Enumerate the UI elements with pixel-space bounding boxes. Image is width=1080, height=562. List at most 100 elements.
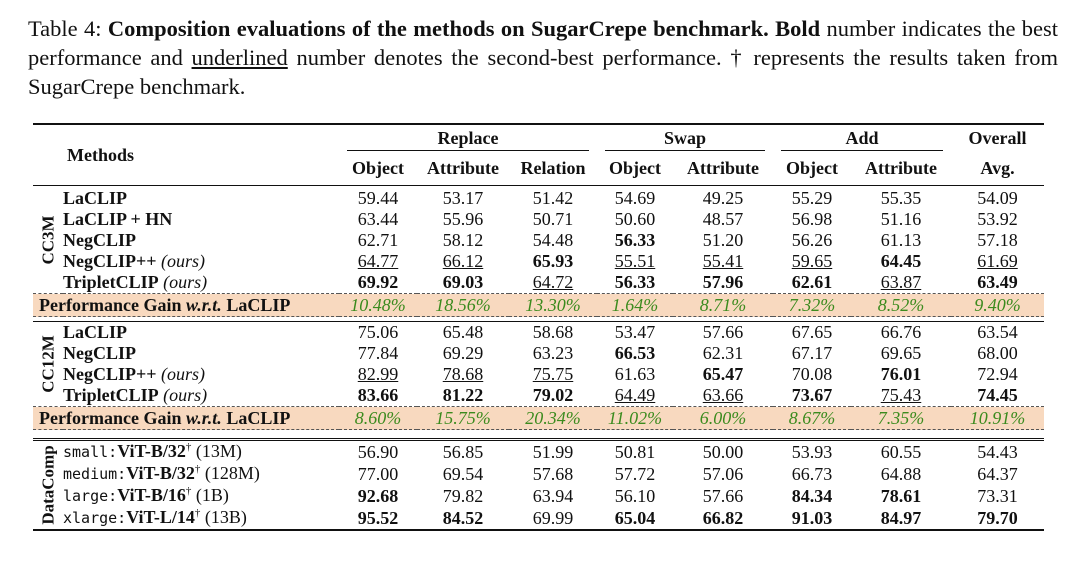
table-row: NegCLIP++ (ours) 64.77 66.12 65.93 55.51 55.4… — [33, 251, 1044, 272]
value-cell: 69.99 — [509, 507, 597, 531]
value-cell: 50.81 — [614, 441, 656, 462]
gain-value: 1.64% — [597, 293, 673, 317]
value-cell: 59.65 — [791, 251, 833, 271]
value-cell: 73.31 — [977, 485, 1018, 506]
group-label-cell: CC3M — [33, 186, 63, 294]
gain-value: 8.71% — [673, 293, 773, 317]
gain-value: 8.67% — [773, 406, 851, 430]
value-cell: 66.53 — [614, 343, 656, 363]
value-cell: 78.61 — [880, 485, 922, 506]
value-cell: 53.17 — [442, 188, 484, 208]
value-cell: 49.25 — [702, 188, 744, 208]
method-label: LaCLIP — [63, 322, 128, 342]
method-name: NegCLIP — [63, 343, 339, 364]
method-label: TripletCLIP — [63, 385, 159, 405]
model-scale: xlarge: — [63, 509, 127, 527]
method-name: NegCLIP++ (ours) — [63, 364, 339, 385]
table-row: TripletCLIP (ours) 69.92 69.03 64.72 56.33 57… — [33, 272, 1044, 294]
value-cell: 62.61 — [791, 272, 833, 292]
gain-value: 10.48% — [339, 293, 417, 317]
method-name: LaCLIP — [63, 186, 339, 210]
value-cell: 57.96 — [702, 272, 744, 292]
value-cell: 75.06 — [357, 322, 399, 342]
value-cell: 63.94 — [532, 485, 574, 506]
performance-gain-row: Performance Gain w.r.t. LaCLIP 10.48% 18.5… — [33, 293, 1044, 317]
value-cell: 72.94 — [977, 364, 1018, 384]
group-label: DataComp — [38, 445, 58, 525]
method-name: small:ViT-B/32† (13M) — [63, 440, 339, 464]
caption-text-2: number denotes the second-best performan… — [28, 45, 1058, 99]
value-cell: 56.26 — [791, 230, 833, 250]
value-cell: 64.45 — [880, 251, 922, 271]
header-row-groups: Methods Replace Swap Add Overall — [33, 123, 1044, 186]
value-cell: 63.49 — [977, 272, 1018, 292]
performance-gain-row: Performance Gain w.r.t. LaCLIP 8.60% 15.75… — [33, 406, 1044, 430]
value-cell: 64.72 — [532, 272, 574, 292]
method-label: NegCLIP++ — [63, 364, 157, 384]
data-size: (13B) — [200, 507, 247, 527]
subheader-overall-avg: Avg. — [951, 151, 1044, 186]
method-name: LaCLIP + HN — [63, 209, 339, 230]
gain-value: 8.52% — [851, 293, 951, 317]
gain-value: 10.91% — [951, 406, 1044, 430]
value-cell: 67.65 — [791, 322, 833, 342]
method-name: medium:ViT-B/32† (128M) — [63, 463, 339, 485]
subheader-swap-object: Object — [597, 151, 673, 186]
model-name: ViT-B/32 — [126, 463, 195, 483]
table-row: CC12M LaCLIP 75.06 65.48 58.68 53.47 57.66 67.6… — [33, 322, 1044, 393]
ours-note: (ours) — [158, 272, 208, 292]
value-cell: 50.00 — [702, 441, 744, 462]
value-cell: 65.04 — [597, 507, 673, 531]
gain-label-text: Performance Gain — [39, 407, 186, 428]
value-cell: 53.93 — [791, 441, 833, 462]
swap-header: Swap — [605, 126, 765, 151]
value-cell: 56.98 — [791, 209, 833, 229]
method-label: NegCLIP — [63, 230, 136, 250]
value-cell: 61.69 — [977, 251, 1018, 271]
overall-header: Overall — [968, 128, 1027, 148]
method-name: xlarge:ViT-L/14† (13B) — [63, 507, 339, 531]
replace-header: Replace — [347, 126, 589, 151]
value-cell: 66.73 — [791, 463, 833, 484]
table-row: xlarge:ViT-L/14† (13B) 95.52 84.52 69.99 65.… — [33, 507, 1044, 531]
value-cell: 63.23 — [532, 343, 574, 363]
table-row: NegCLIP 62.71 58.12 54.48 56.33 51.20 56.26 61.… — [33, 230, 1044, 251]
value-cell: 51.20 — [702, 230, 744, 250]
value-cell: 65.48 — [442, 322, 484, 342]
value-cell: 56.10 — [614, 485, 656, 506]
value-cell: 69.92 — [357, 272, 399, 292]
value-cell: 92.68 — [357, 485, 399, 506]
value-cell: 58.12 — [442, 230, 484, 250]
caption-label: Table 4: — [28, 16, 102, 41]
value-cell: 84.97 — [851, 507, 951, 531]
method-label: LaCLIP — [63, 188, 128, 208]
method-name: TripletCLIP (ours) — [63, 272, 339, 294]
value-cell: 79.82 — [442, 485, 484, 506]
value-cell: 66.82 — [673, 507, 773, 531]
caption-text-1: number indicates the best performance an… — [28, 16, 1059, 70]
gain-label: Performance Gain w.r.t. LaCLIP — [33, 406, 339, 430]
results-table: Methods Replace Swap Add Overall Object … — [33, 123, 1044, 531]
method-label: TripletCLIP — [63, 272, 159, 292]
gain-value: 18.56% — [417, 293, 509, 317]
value-cell: 69.03 — [442, 272, 484, 292]
caption-bold-word: Bold — [775, 16, 821, 41]
subheader-replace-object: Object — [339, 151, 417, 186]
value-cell: 78.68 — [442, 364, 484, 384]
table-row: large:ViT-B/16† (1B) 92.68 79.82 63.94 56.10… — [33, 485, 1044, 507]
value-cell: 64.49 — [614, 385, 656, 405]
value-cell: 69.29 — [442, 343, 484, 363]
caption-title: Composition evaluations of the methods o… — [107, 16, 769, 41]
subheader-swap-attribute: Attribute — [673, 151, 773, 186]
gain-value: 20.34% — [509, 406, 597, 430]
value-cell: 81.22 — [442, 385, 484, 405]
value-cell: 64.88 — [880, 463, 922, 484]
value-cell: 79.70 — [951, 507, 1044, 531]
value-cell: 48.57 — [702, 209, 744, 229]
value-cell: 75.43 — [880, 385, 922, 405]
table-body: CC3M LaCLIP 59.44 53.17 51.42 54.69 49.25 55.29… — [33, 186, 1044, 531]
dagger-mark: † — [194, 507, 201, 519]
gain-base: LaCLIP — [221, 407, 291, 428]
value-cell: 53.92 — [977, 209, 1018, 229]
group-label-cell: CC12M — [33, 322, 63, 407]
